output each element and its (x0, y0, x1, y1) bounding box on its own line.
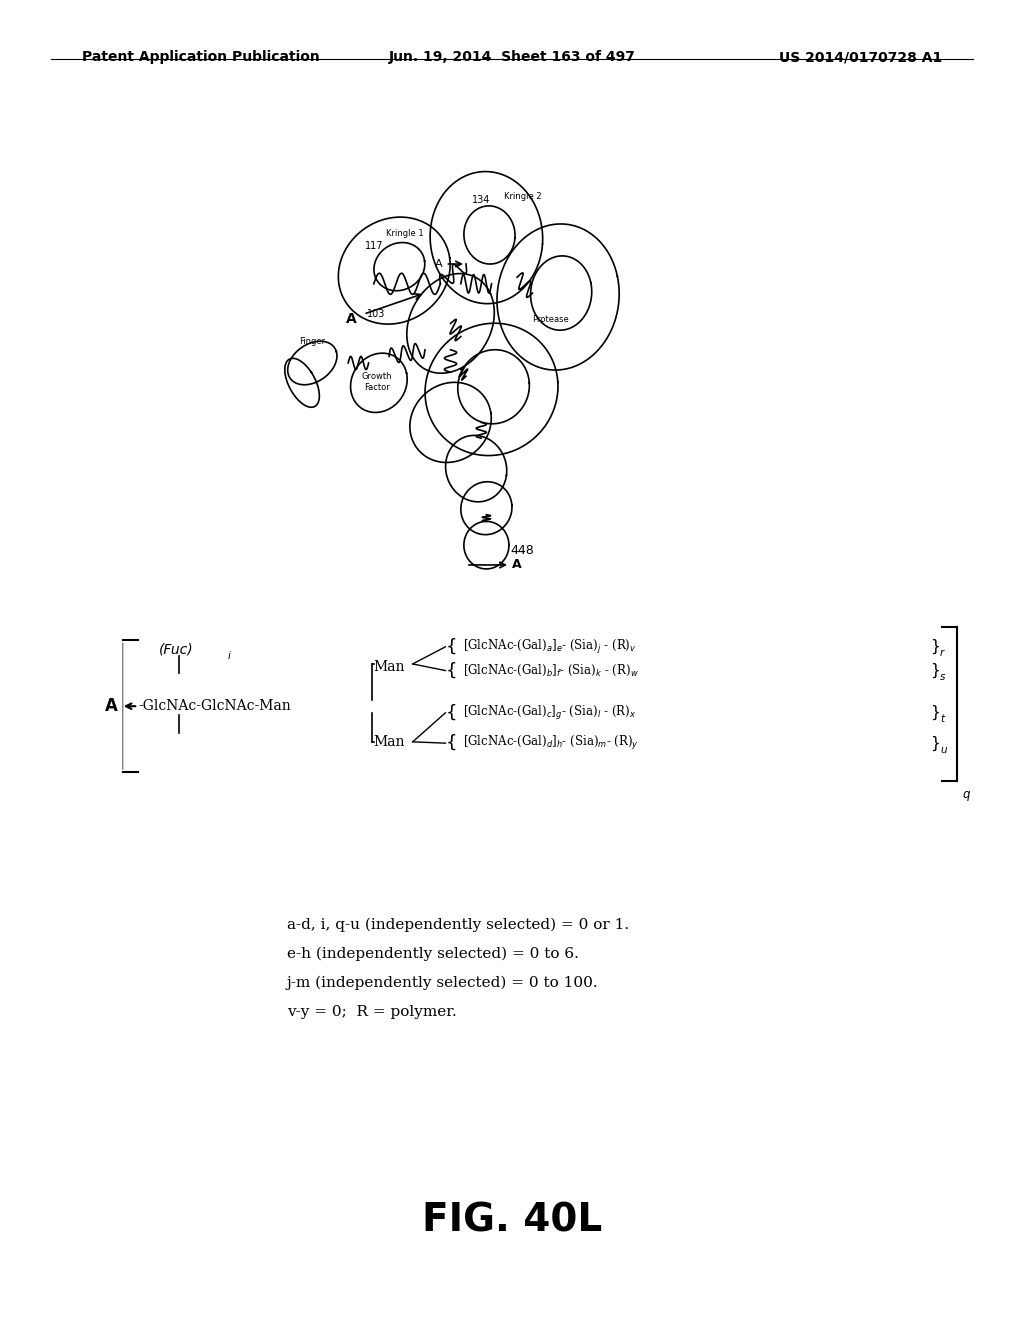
Text: t: t (940, 714, 944, 725)
Text: {: { (445, 638, 457, 656)
Text: [GlcNAc-(Gal)$_c$]$_g$- (Sia)$_l$ - (R)$_x$: [GlcNAc-(Gal)$_c$]$_g$- (Sia)$_l$ - (R)$… (463, 704, 636, 722)
Text: Growth
Factor: Growth Factor (361, 372, 392, 392)
Text: r: r (940, 648, 944, 659)
Text: {: { (445, 734, 457, 752)
Text: A: A (435, 259, 442, 269)
Text: j-m (independently selected) = 0 to 100.: j-m (independently selected) = 0 to 100. (287, 975, 598, 990)
Text: s: s (940, 672, 945, 682)
Text: u: u (940, 744, 946, 755)
Text: }: } (930, 705, 940, 721)
Text: Patent Application Publication: Patent Application Publication (82, 50, 319, 65)
Text: 103: 103 (367, 309, 385, 319)
Text: {: { (445, 661, 457, 680)
Text: a-d, i, q-u (independently selected) = 0 or 1.: a-d, i, q-u (independently selected) = 0… (287, 917, 629, 932)
Text: q: q (963, 788, 970, 801)
Text: [GlcNAc-(Gal)$_b$]$_f$- (Sia)$_k$ - (R)$_w$: [GlcNAc-(Gal)$_b$]$_f$- (Sia)$_k$ - (R)$… (463, 663, 639, 678)
Text: }: } (930, 735, 940, 751)
Text: A: A (512, 558, 521, 572)
Text: [GlcNAc-(Gal)$_d$]$_h$- (Sia)$_m$- (R)$_y$: [GlcNAc-(Gal)$_d$]$_h$- (Sia)$_m$- (R)$_… (463, 734, 639, 752)
Text: 117: 117 (365, 240, 383, 251)
Text: Finger: Finger (299, 337, 326, 346)
Text: }: } (930, 639, 940, 655)
Text: (Fuc): (Fuc) (159, 643, 194, 656)
Text: Kringle 1: Kringle 1 (386, 228, 423, 238)
Text: {: { (445, 704, 457, 722)
Text: Protease: Protease (532, 315, 569, 323)
Text: i: i (227, 651, 230, 661)
Text: US 2014/0170728 A1: US 2014/0170728 A1 (779, 50, 942, 65)
Text: 134: 134 (472, 194, 490, 205)
Text: 448: 448 (510, 544, 534, 557)
Text: v-y = 0;  R = polymer.: v-y = 0; R = polymer. (287, 1005, 457, 1019)
Text: FIG. 40L: FIG. 40L (422, 1203, 602, 1239)
Text: Man: Man (374, 660, 406, 673)
Text: Kringle 2: Kringle 2 (504, 191, 542, 201)
Text: A: A (346, 313, 356, 326)
Text: [GlcNAc-(Gal)$_a$]$_e$- (Sia)$_j$ - (R)$_v$: [GlcNAc-(Gal)$_a$]$_e$- (Sia)$_j$ - (R)$… (463, 638, 637, 656)
Text: Jun. 19, 2014  Sheet 163 of 497: Jun. 19, 2014 Sheet 163 of 497 (388, 50, 636, 65)
Text: }: } (930, 663, 940, 678)
Text: A: A (104, 697, 118, 715)
Text: -GlcNAc-GlcNAc-Man: -GlcNAc-GlcNAc-Man (138, 700, 291, 713)
Text: Man: Man (374, 735, 406, 748)
Text: e-h (independently selected) = 0 to 6.: e-h (independently selected) = 0 to 6. (287, 946, 579, 961)
